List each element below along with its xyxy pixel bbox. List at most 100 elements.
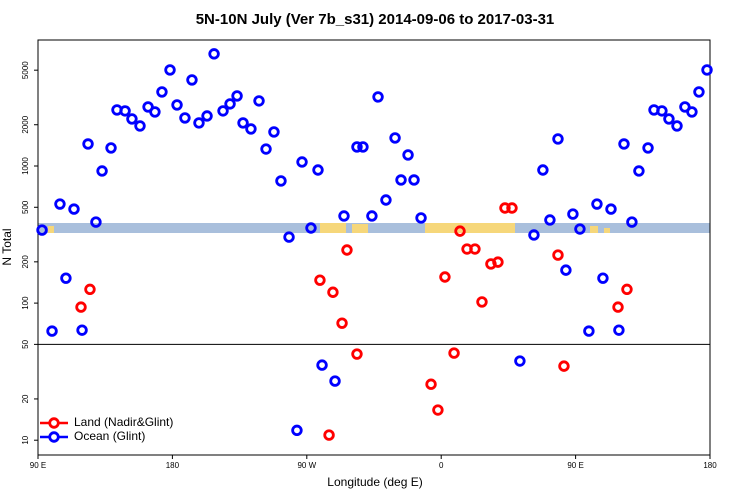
point: [514, 355, 526, 367]
point: [253, 95, 265, 107]
point: [245, 123, 257, 135]
chart-title: 5N-10N July (Ver 7b_s31) 2014-09-06 to 2…: [196, 11, 555, 28]
point: [415, 212, 427, 224]
point: [597, 272, 609, 284]
x-tick-label: 90 E: [567, 461, 583, 470]
point: [469, 243, 481, 255]
point: [701, 64, 713, 76]
point: [552, 133, 564, 145]
point: [402, 149, 414, 161]
point: [613, 324, 625, 336]
point: [693, 86, 705, 98]
y-tick-label: 50: [21, 339, 30, 348]
x-tick-label: 90 E: [30, 461, 46, 470]
point: [408, 174, 420, 186]
point: [224, 98, 236, 110]
point: [626, 216, 638, 228]
point: [439, 271, 451, 283]
y-tick-label: 100: [21, 296, 30, 310]
point: [552, 249, 564, 261]
point: [82, 138, 94, 150]
point: [380, 194, 392, 206]
point: [591, 198, 603, 210]
point: [323, 429, 335, 441]
point: [612, 301, 624, 313]
point: [686, 106, 698, 118]
point: [260, 143, 272, 155]
point: [432, 404, 444, 416]
point: [96, 165, 108, 177]
point: [305, 222, 317, 234]
point: [316, 359, 328, 371]
point: [84, 283, 96, 296]
point: [126, 113, 138, 125]
point: [537, 164, 549, 176]
y-tick-label: 20: [21, 394, 30, 403]
point: [425, 378, 437, 390]
legend-label: Ocean (Glint): [74, 429, 145, 443]
point: [46, 325, 58, 337]
point: [338, 210, 350, 222]
point: [633, 165, 645, 177]
point: [171, 99, 183, 111]
point: [275, 175, 287, 187]
point: [492, 256, 504, 268]
plot-frame: [37, 39, 711, 456]
point: [448, 347, 460, 359]
point: [75, 301, 87, 313]
point: [560, 264, 572, 276]
point: [36, 224, 48, 236]
point: [68, 203, 80, 215]
point: [341, 244, 353, 256]
point: [186, 74, 198, 86]
point: [395, 174, 407, 186]
x-tick-label: 180: [166, 461, 180, 470]
point: [312, 164, 324, 176]
y-tick-label: 5000: [21, 61, 30, 79]
point: [217, 105, 229, 117]
y-tick-label: 500: [21, 200, 30, 214]
point: [231, 90, 243, 102]
x-tick-label: 180: [703, 461, 717, 470]
y-tick-label: 1000: [21, 157, 30, 175]
point: [164, 64, 176, 76]
legend-marker: [48, 417, 60, 429]
legend-marker: [48, 431, 60, 443]
point: [574, 223, 586, 235]
point: [605, 203, 617, 215]
x-tick-label: 90 W: [297, 461, 316, 470]
point: [156, 86, 168, 98]
point: [208, 48, 220, 60]
y-tick-label: 200: [21, 255, 30, 269]
y-tick-label: 10: [21, 435, 30, 444]
point: [336, 317, 348, 329]
point: [296, 156, 308, 168]
point: [621, 283, 633, 296]
point: [54, 198, 66, 210]
point: [90, 216, 102, 228]
point: [366, 210, 378, 222]
point: [618, 138, 630, 150]
point: [372, 91, 384, 103]
point: [671, 120, 683, 132]
point: [60, 272, 72, 284]
point: [314, 274, 326, 286]
point: [201, 110, 213, 122]
y-tick-label: 2000: [21, 115, 30, 133]
point: [327, 286, 339, 298]
point: [193, 117, 205, 129]
legend-label: Land (Nadir&Glint): [74, 415, 173, 429]
point: [389, 132, 401, 144]
point: [351, 141, 363, 153]
point: [544, 214, 556, 226]
point: [134, 120, 146, 132]
point: [558, 360, 570, 372]
point: [351, 348, 363, 360]
point: [663, 113, 675, 125]
land-ocean-strip: [38, 223, 710, 233]
point: [119, 105, 131, 117]
point: [237, 117, 249, 129]
point: [268, 126, 280, 138]
